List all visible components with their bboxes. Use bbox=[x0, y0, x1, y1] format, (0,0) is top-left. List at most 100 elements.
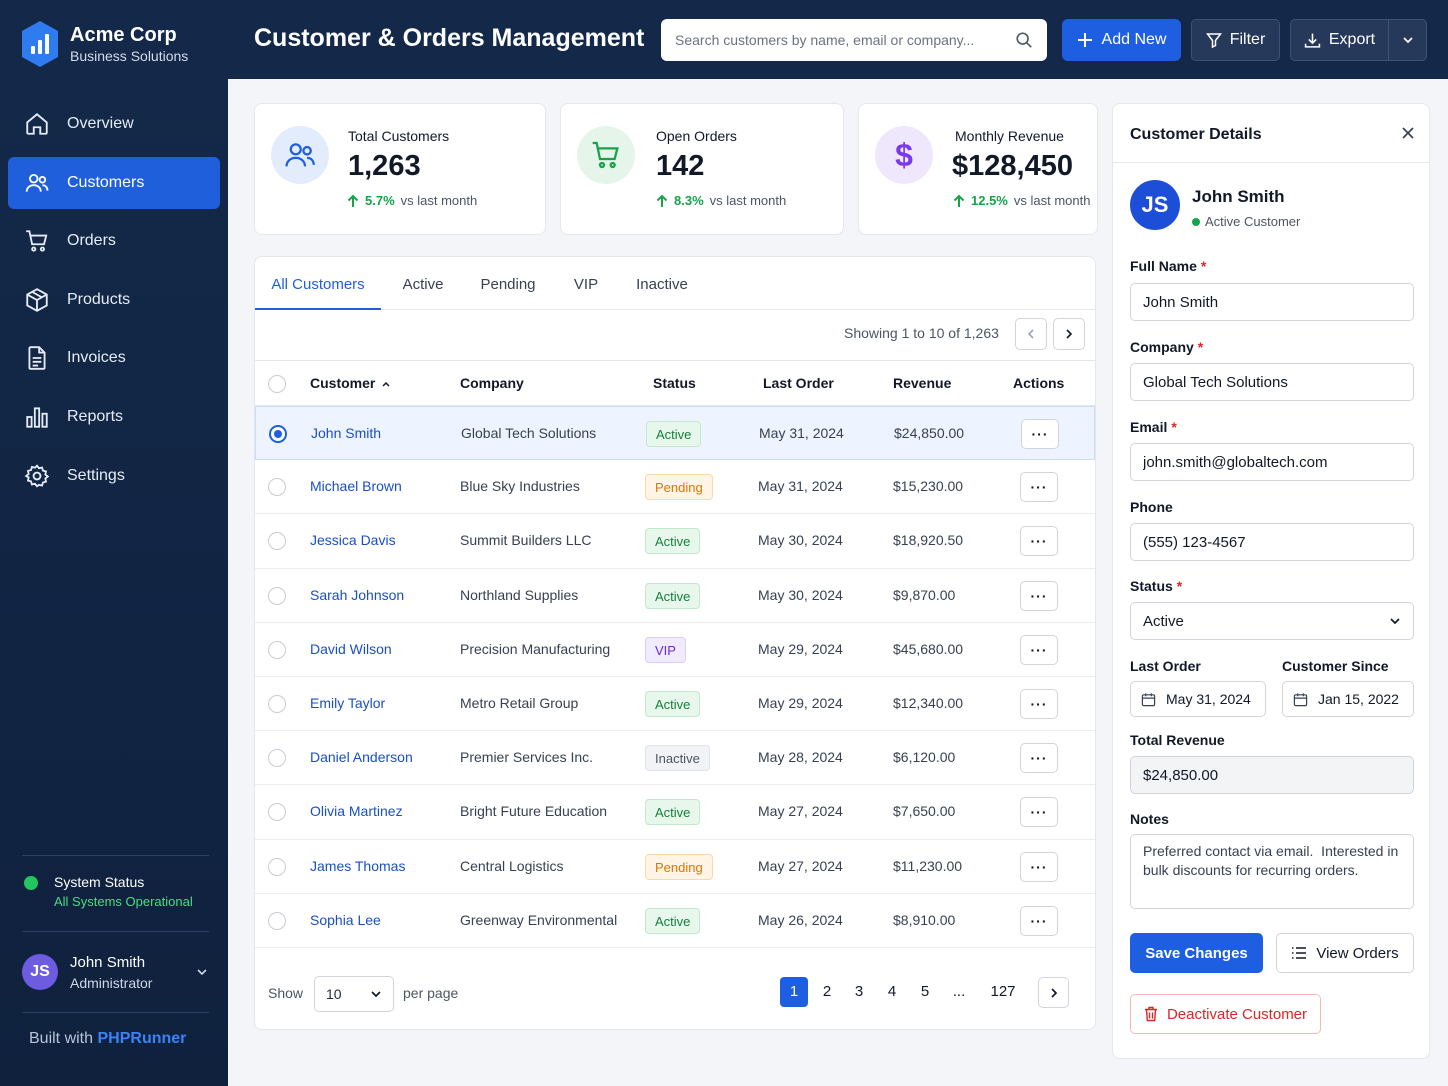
row-select-radio[interactable] bbox=[268, 911, 286, 930]
sidebar-item-products[interactable]: Products bbox=[8, 274, 220, 326]
row-actions-button[interactable]: ··· bbox=[1020, 634, 1058, 665]
save-changes-button[interactable]: Save Changes bbox=[1130, 933, 1263, 973]
page-button-last[interactable]: 127 bbox=[990, 983, 1016, 1000]
status-select[interactable]: Active bbox=[1130, 602, 1414, 640]
customer-name-link[interactable]: Jessica Davis bbox=[310, 532, 396, 549]
sidebar-item-invoices[interactable]: Invoices bbox=[8, 332, 220, 384]
email-field[interactable] bbox=[1130, 443, 1414, 481]
company-field[interactable] bbox=[1130, 363, 1414, 401]
filter-icon bbox=[1205, 33, 1222, 48]
sort-ascending-icon[interactable] bbox=[381, 380, 391, 388]
sidebar-item-overview[interactable]: Overview bbox=[8, 98, 220, 150]
sidebar-item-customers[interactable]: Customers bbox=[8, 156, 220, 209]
row-select-radio[interactable] bbox=[268, 749, 286, 768]
search-icon[interactable] bbox=[1015, 31, 1033, 49]
customer-name-link[interactable]: Olivia Martinez bbox=[310, 803, 403, 820]
filter-button[interactable]: Filter bbox=[1191, 19, 1280, 61]
row-select-radio[interactable] bbox=[268, 586, 286, 605]
search-box[interactable] bbox=[661, 19, 1047, 61]
table-row[interactable]: Sarah Johnson Northland Supplies Active May… bbox=[255, 569, 1095, 623]
avatar: JS bbox=[22, 954, 58, 990]
export-dropdown-button[interactable] bbox=[1388, 19, 1427, 61]
table-row[interactable]: David Wilson Precision Manufacturing VIP Ma… bbox=[255, 623, 1095, 677]
add-new-button[interactable]: Add New bbox=[1062, 19, 1181, 61]
customer-name-link[interactable]: Sophia Lee bbox=[310, 911, 381, 928]
next-page-button-bottom[interactable] bbox=[1038, 977, 1069, 1008]
sidebar-item-settings[interactable]: Settings bbox=[8, 450, 220, 502]
row-select-radio[interactable] bbox=[268, 532, 286, 551]
table-row[interactable]: Daniel Anderson Premier Services Inc. Inac… bbox=[255, 731, 1095, 786]
last-order-cell: May 31, 2024 bbox=[758, 478, 843, 495]
page-button-5[interactable]: 5 bbox=[920, 983, 930, 1000]
row-select-radio[interactable] bbox=[268, 695, 286, 713]
tab-active[interactable]: Active bbox=[402, 276, 444, 293]
page-button-2[interactable]: 2 bbox=[822, 983, 832, 1000]
sidebar-item-reports[interactable]: Reports bbox=[8, 391, 220, 443]
phone-field[interactable] bbox=[1130, 523, 1414, 561]
tab-all-customers[interactable]: All Customers bbox=[255, 257, 381, 310]
row-select-radio[interactable] bbox=[268, 640, 286, 659]
row-select-radio[interactable] bbox=[269, 425, 287, 443]
tab-inactive[interactable]: Inactive bbox=[636, 276, 688, 293]
close-icon[interactable] bbox=[1401, 126, 1415, 140]
column-header-company[interactable]: Company bbox=[460, 375, 524, 391]
row-select-radio[interactable] bbox=[268, 803, 286, 822]
customer-name-link[interactable]: David Wilson bbox=[310, 640, 392, 657]
customer-name-link[interactable]: Michael Brown bbox=[310, 478, 402, 495]
per-page-select[interactable]: 10 bbox=[314, 976, 394, 1012]
tab-pending[interactable]: Pending bbox=[480, 276, 536, 293]
tab-vip[interactable]: VIP bbox=[573, 276, 599, 293]
page-button-4[interactable]: 4 bbox=[887, 983, 897, 1000]
deactivate-customer-button[interactable]: Deactivate Customer bbox=[1130, 994, 1321, 1034]
row-actions-button[interactable]: ··· bbox=[1020, 797, 1058, 828]
row-select-radio[interactable] bbox=[268, 857, 286, 876]
row-actions-button[interactable]: ··· bbox=[1020, 905, 1058, 936]
table-row[interactable]: Michael Brown Blue Sky Industries Pending M… bbox=[255, 460, 1095, 515]
table-row[interactable]: Sophia Lee Greenway Environmental Active Ma… bbox=[255, 894, 1095, 948]
prev-page-button[interactable] bbox=[1015, 318, 1047, 350]
customer-name-link[interactable]: James Thomas bbox=[310, 857, 406, 874]
calendar-icon bbox=[1141, 692, 1156, 706]
page-button-3[interactable]: 3 bbox=[854, 983, 864, 1000]
customer-since-date-value: Jan 15, 2022 bbox=[1318, 691, 1399, 707]
view-orders-button[interactable]: View Orders bbox=[1276, 933, 1414, 973]
last-order-date-field[interactable]: May 31, 2024 bbox=[1130, 681, 1266, 717]
row-actions-button[interactable]: ··· bbox=[1021, 419, 1059, 449]
built-with-product[interactable]: PHPRunner bbox=[97, 1030, 187, 1047]
full-name-field[interactable] bbox=[1130, 283, 1414, 321]
table-row[interactable]: Olivia Martinez Bright Future Education Ac… bbox=[255, 785, 1095, 840]
row-actions-button[interactable]: ··· bbox=[1020, 472, 1058, 503]
row-actions-button[interactable]: ··· bbox=[1020, 851, 1058, 882]
table-row[interactable]: John Smith Global Tech Solutions Active May… bbox=[255, 406, 1095, 461]
row-actions-button[interactable]: ··· bbox=[1020, 580, 1058, 611]
table-row[interactable]: Jessica Davis Summit Builders LLC Active Ma… bbox=[255, 514, 1095, 569]
row-actions-button[interactable]: ··· bbox=[1020, 526, 1058, 557]
customer-name-link[interactable]: John Smith bbox=[311, 425, 382, 441]
brand[interactable]: Acme Corp Business Solutions bbox=[20, 20, 188, 68]
users-icon bbox=[25, 173, 49, 192]
select-all-radio[interactable] bbox=[268, 375, 286, 393]
customer-name-link[interactable]: Sarah Johnson bbox=[310, 586, 405, 603]
row-select-radio[interactable] bbox=[268, 478, 286, 497]
column-header-revenue[interactable]: Revenue bbox=[893, 375, 952, 391]
column-header-last-order[interactable]: Last Order bbox=[763, 375, 834, 391]
next-page-button[interactable] bbox=[1053, 318, 1085, 350]
table-row[interactable]: Emily Taylor Metro Retail Group Active May … bbox=[255, 677, 1095, 732]
column-header-customer[interactable]: Customer bbox=[310, 375, 376, 391]
customer-name-link[interactable]: Emily Taylor bbox=[310, 695, 386, 711]
row-actions-button[interactable]: ··· bbox=[1020, 689, 1058, 719]
search-input[interactable] bbox=[675, 32, 1015, 48]
notes-field[interactable]: Preferred contact via email. Interested … bbox=[1130, 834, 1414, 909]
row-actions-button[interactable]: ··· bbox=[1020, 743, 1058, 774]
built-with: Built with PHPRunner bbox=[29, 1030, 186, 1048]
total-revenue-field bbox=[1130, 756, 1414, 794]
table-row[interactable]: James Thomas Central Logistics Pending May … bbox=[255, 840, 1095, 894]
chevron-down-icon[interactable] bbox=[195, 965, 209, 979]
customer-name-link[interactable]: Daniel Anderson bbox=[310, 749, 413, 766]
column-header-status[interactable]: Status bbox=[653, 375, 696, 391]
page-button-1[interactable]: 1 bbox=[780, 977, 808, 1007]
export-button[interactable]: Export bbox=[1290, 19, 1389, 61]
user-menu[interactable]: JS John Smith Administrator bbox=[22, 931, 209, 1013]
customer-since-date-field[interactable]: Jan 15, 2022 bbox=[1282, 681, 1414, 717]
sidebar-item-orders[interactable]: Orders bbox=[8, 215, 220, 267]
